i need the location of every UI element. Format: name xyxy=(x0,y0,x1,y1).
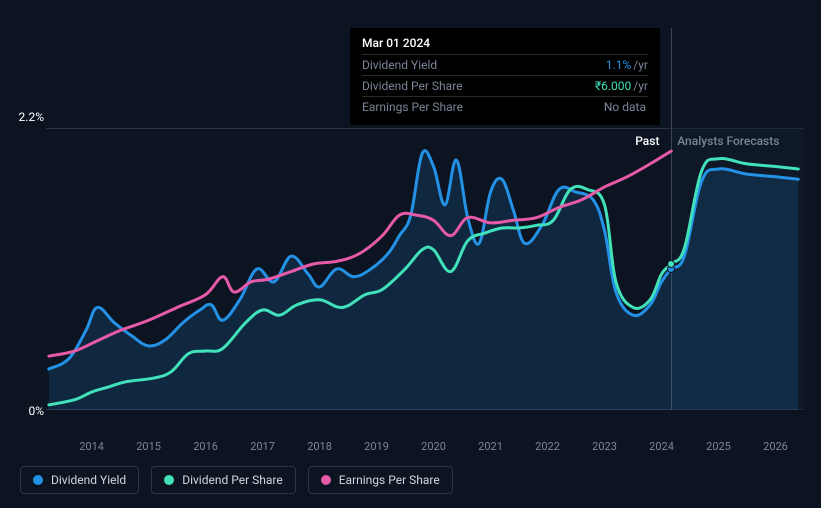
tooltip-row: Dividend Yield 1.1%/yr xyxy=(362,54,648,75)
legend-dot-icon xyxy=(164,475,174,485)
x-axis-tick: 2021 xyxy=(478,440,503,453)
legend-item-label: Earnings Per Share xyxy=(339,473,440,487)
tooltip-row-value: 1.1%/yr xyxy=(606,58,648,72)
tooltip-row-value: No data xyxy=(604,100,648,114)
x-axis-tick: 2024 xyxy=(649,440,674,453)
x-axis-tick: 2020 xyxy=(421,440,446,453)
tooltip-row-label: Dividend Per Share xyxy=(362,79,463,93)
tooltip-row: Dividend Per Share ₹6.000/yr xyxy=(362,75,648,96)
x-axis-tick: 2016 xyxy=(193,440,218,453)
x-axis-tick: 2015 xyxy=(136,440,161,453)
tooltip-row-label: Dividend Yield xyxy=(362,58,437,72)
legend-dot-icon xyxy=(321,475,331,485)
legend-item-dividend-yield[interactable]: Dividend Yield xyxy=(20,466,139,494)
tooltip-row-label: Earnings Per Share xyxy=(362,100,463,114)
x-axis-tick: 2023 xyxy=(592,440,617,453)
legend-dot-icon xyxy=(33,475,43,485)
tooltip-row-value: ₹6.000/yr xyxy=(595,79,648,93)
x-axis-tick: 2025 xyxy=(706,440,731,453)
chart-marker xyxy=(667,260,675,268)
legend-item-label: Dividend Per Share xyxy=(182,473,283,487)
legend-item-label: Dividend Yield xyxy=(51,473,126,487)
chart-tooltip: Mar 01 2024 Dividend Yield 1.1%/yr Divid… xyxy=(350,28,660,125)
chart-legend: Dividend Yield Dividend Per Share Earnin… xyxy=(20,466,453,494)
tooltip-date: Mar 01 2024 xyxy=(362,36,648,50)
x-axis-tick: 2018 xyxy=(307,440,332,453)
x-axis-tick: 2017 xyxy=(250,440,275,453)
x-axis-tick: 2019 xyxy=(364,440,389,453)
legend-item-dividend-per-share[interactable]: Dividend Per Share xyxy=(151,466,296,494)
x-axis-tick: 2026 xyxy=(763,440,788,453)
legend-item-earnings-per-share[interactable]: Earnings Per Share xyxy=(308,466,453,494)
tooltip-row: Earnings Per Share No data xyxy=(362,96,648,117)
x-axis-tick: 2022 xyxy=(535,440,560,453)
x-axis-tick: 2014 xyxy=(79,440,104,453)
